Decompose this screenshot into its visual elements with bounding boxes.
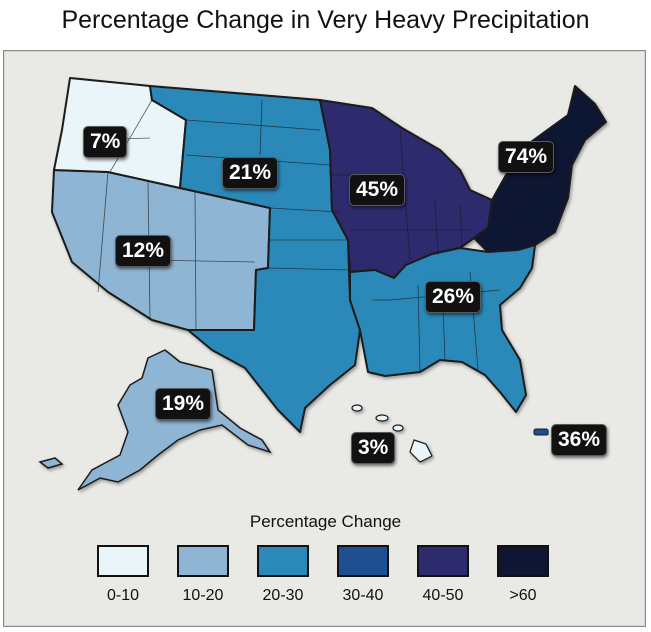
label-hawaii: 3% xyxy=(351,432,396,464)
legend-swatch-10-20 xyxy=(177,545,229,577)
legend-swatch-0-10 xyxy=(97,545,149,577)
label-midwest: 45% xyxy=(349,174,406,206)
label-southwest: 12% xyxy=(115,235,172,267)
map-title: Percentage Change in Very Heavy Precipit… xyxy=(61,6,590,34)
legend-label-0-10: 0-10 xyxy=(106,587,140,604)
legend-label-10-20: 10-20 xyxy=(182,587,224,604)
label-puerto-rico: 36% xyxy=(551,424,608,456)
label-great-plains: 21% xyxy=(222,157,279,189)
legend-title: Percentage Change xyxy=(249,512,402,531)
legend-swatch-40-50 xyxy=(417,545,469,577)
legend-label-20-30: 20-30 xyxy=(262,587,304,604)
label-northwest: 7% xyxy=(83,126,128,158)
legend-swatch-60-plus xyxy=(497,545,549,577)
legend-label-60-plus: >60 xyxy=(509,587,537,604)
legend-swatch-30-40 xyxy=(337,545,389,577)
region-southeast xyxy=(349,244,536,413)
aleutian-islands xyxy=(38,457,64,469)
region-puerto-rico xyxy=(533,428,549,436)
region-hawaii xyxy=(351,404,433,463)
label-northeast: 74% xyxy=(498,141,555,173)
label-southeast: 26% xyxy=(425,281,482,313)
region-alaska xyxy=(77,349,272,491)
label-alaska: 19% xyxy=(155,388,212,420)
legend-swatch-20-30 xyxy=(257,545,309,577)
legend-label-40-50: 40-50 xyxy=(422,587,464,604)
legend-label-30-40: 30-40 xyxy=(342,587,384,604)
